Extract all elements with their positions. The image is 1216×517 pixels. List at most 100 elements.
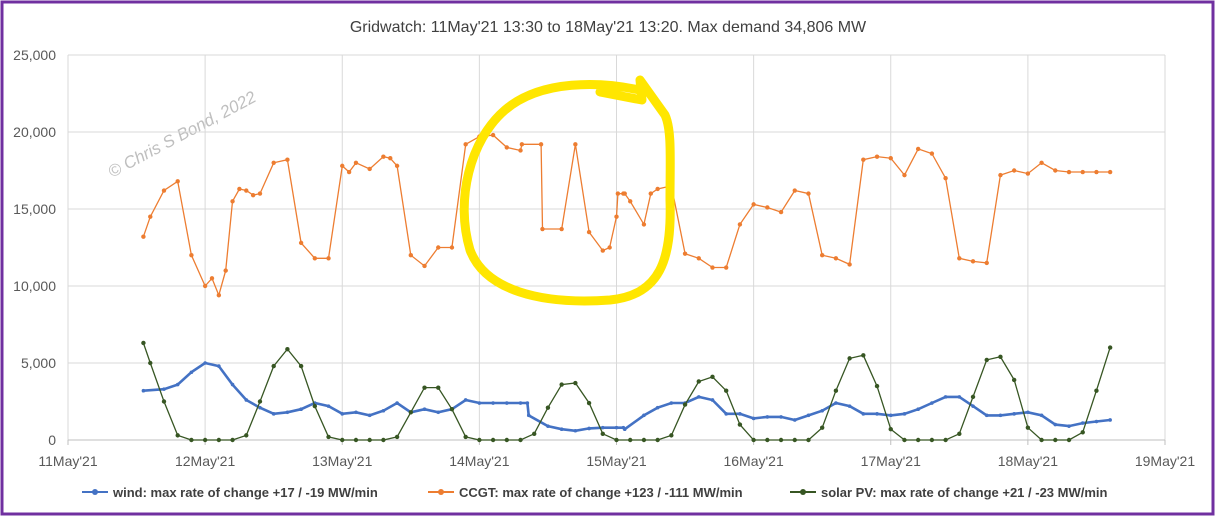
data-point (525, 401, 530, 405)
data-point (669, 433, 674, 438)
data-point (545, 405, 551, 410)
data-point (257, 191, 263, 196)
y-tick-label: 25,000 (13, 47, 56, 63)
data-point (230, 382, 235, 387)
data-point (504, 145, 509, 150)
data-point (600, 431, 605, 437)
data-point (367, 413, 372, 418)
data-point (573, 428, 578, 433)
data-point (655, 437, 660, 443)
data-point (340, 412, 345, 416)
data-point (724, 265, 729, 270)
data-point (888, 427, 893, 432)
data-point (148, 360, 153, 366)
data-point (1039, 437, 1044, 443)
data-point (449, 245, 455, 250)
data-point (1025, 425, 1031, 430)
data-point (298, 363, 304, 369)
data-point (1039, 160, 1044, 165)
data-point (573, 142, 578, 147)
data-point (490, 437, 496, 443)
legend-swatch-marker (438, 489, 444, 495)
data-point (682, 402, 688, 407)
data-point (806, 437, 811, 443)
data-point (353, 437, 359, 443)
data-point (648, 191, 653, 196)
data-point (710, 398, 715, 402)
data-point (984, 260, 989, 266)
legend-label: solar PV: max rate of change +21 / -23 M… (821, 485, 1108, 500)
data-point (902, 437, 907, 443)
data-point (223, 268, 228, 273)
data-point (1107, 345, 1113, 350)
data-point (970, 259, 976, 264)
data-point (737, 422, 743, 427)
data-point (285, 157, 290, 162)
data-point (806, 413, 811, 418)
data-point (998, 354, 1003, 360)
data-point (1011, 377, 1017, 383)
data-point (765, 415, 770, 419)
data-point (751, 416, 756, 421)
data-point (340, 163, 345, 169)
data-point (600, 425, 605, 430)
data-point (724, 388, 729, 393)
data-point (381, 408, 386, 413)
data-point (806, 191, 811, 196)
data-point (477, 401, 482, 405)
data-point (518, 148, 523, 153)
data-point (957, 395, 962, 399)
highlight-circle (459, 75, 675, 306)
data-point (408, 410, 414, 415)
data-point (203, 361, 207, 365)
data-point (394, 434, 400, 440)
data-point (463, 142, 468, 147)
data-point (792, 418, 797, 422)
data-point (518, 401, 523, 405)
x-tick-label: 18May'21 (998, 453, 1058, 469)
x-tick-label: 11May'21 (38, 453, 97, 469)
data-point (751, 437, 756, 443)
series-line (142, 134, 1111, 298)
data-point (175, 382, 180, 387)
x-tick-label: 17May'21 (861, 453, 921, 469)
data-point (326, 404, 331, 408)
data-point (861, 353, 866, 358)
data-point (202, 437, 208, 443)
data-point (395, 401, 399, 405)
data-point (230, 199, 235, 204)
data-point (641, 222, 647, 227)
chart-title: Gridwatch: 11May'21 13:30 to 18May'21 13… (350, 19, 867, 36)
data-point (834, 401, 838, 405)
data-point (505, 401, 509, 405)
data-point (573, 380, 578, 386)
x-axis-ticks: 11May'21 12May'21 13May'21 14May'21 15May'21… (38, 453, 1195, 469)
series-line (142, 342, 1111, 441)
data-point (819, 253, 825, 258)
data-point (984, 413, 989, 418)
data-point (463, 398, 468, 402)
data-point (622, 427, 627, 432)
data-point (875, 412, 879, 416)
data-point (519, 142, 525, 147)
data-point (209, 276, 215, 281)
data-point (353, 160, 359, 165)
data-point (819, 425, 825, 430)
data-point (792, 188, 797, 193)
data-point (526, 413, 531, 418)
data-point (189, 370, 194, 375)
y-tick-label: 10,000 (13, 278, 56, 294)
x-tick-label: 14May'21 (449, 453, 509, 469)
data-point (778, 209, 784, 215)
data-point (422, 407, 427, 412)
data-point (696, 379, 701, 384)
data-point (710, 374, 715, 380)
data-point (504, 437, 509, 443)
data-point (326, 434, 331, 440)
data-point (258, 405, 262, 410)
data-point (299, 407, 303, 412)
data-point (738, 412, 742, 416)
data-point (381, 154, 386, 159)
data-point (1053, 437, 1058, 443)
